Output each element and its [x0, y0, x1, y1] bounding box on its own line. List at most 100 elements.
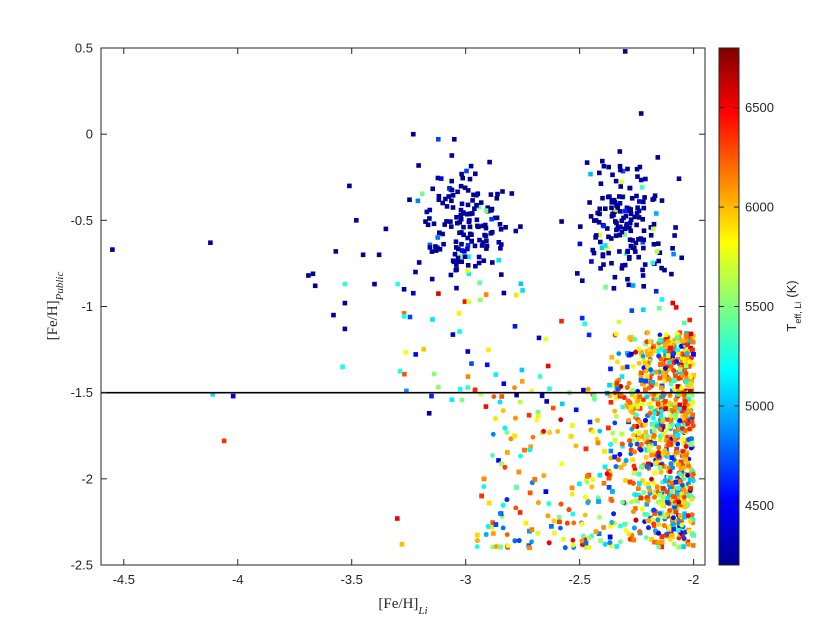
x-tick-label: -4: [232, 572, 244, 587]
data-point: [630, 238, 635, 243]
data-point: [583, 540, 589, 546]
data-point: [449, 153, 455, 158]
data-point: [347, 183, 352, 189]
data-point: [623, 458, 629, 463]
data-point: [608, 448, 614, 454]
data-point: [668, 345, 673, 351]
data-point: [558, 417, 564, 423]
data-point: [600, 195, 605, 201]
colorbar-tick-label: 6000: [745, 200, 774, 215]
data-point: [671, 368, 677, 373]
data-point: [665, 495, 671, 501]
data-point: [621, 215, 626, 221]
data-point: [488, 192, 494, 197]
data-point: [642, 422, 648, 427]
data-point: [640, 353, 646, 359]
data-point: [490, 229, 495, 235]
data-point: [651, 507, 657, 513]
data-point: [619, 229, 625, 235]
data-point: [665, 363, 670, 368]
data-point: [603, 206, 608, 211]
data-point: [578, 224, 583, 229]
data-point: [667, 508, 673, 513]
data-point: [590, 429, 596, 435]
data-point: [611, 197, 617, 203]
data-point: [577, 481, 582, 487]
data-point: [672, 405, 677, 410]
data-point: [668, 532, 674, 538]
data-point: [595, 417, 600, 423]
data-point: [376, 252, 382, 258]
data-point: [687, 359, 692, 365]
data-point: [690, 339, 696, 345]
data-point: [690, 423, 696, 429]
data-point: [658, 362, 663, 367]
data-point: [610, 430, 616, 436]
data-point: [473, 263, 478, 269]
data-point: [672, 347, 677, 353]
data-point: [665, 338, 671, 344]
data-point: [614, 220, 619, 226]
data-point: [652, 470, 658, 476]
data-point: [590, 477, 596, 482]
data-point: [633, 517, 639, 523]
data-point: [459, 171, 464, 177]
data-point: [617, 201, 623, 206]
data-point: [566, 507, 572, 513]
data-point: [670, 422, 675, 427]
data-point: [691, 352, 696, 357]
data-point: [619, 431, 625, 437]
data-point: [470, 211, 475, 216]
data-point: [503, 225, 508, 230]
data-point: [640, 267, 645, 273]
data-point: [427, 216, 432, 221]
data-point: [675, 427, 680, 433]
data-point: [634, 441, 640, 447]
data-point: [626, 208, 632, 214]
data-point: [683, 444, 689, 449]
data-point: [609, 260, 614, 266]
data-point: [670, 350, 676, 356]
data-point: [603, 243, 608, 248]
data-point: [663, 366, 668, 371]
data-point: [597, 170, 602, 176]
data-point: [513, 505, 519, 511]
data-point: [586, 535, 592, 541]
data-point: [601, 262, 606, 267]
data-point: [462, 185, 468, 191]
data-point: [627, 220, 633, 226]
y-axis-label: [Fe/H]Public: [45, 272, 66, 341]
data-point: [612, 454, 617, 460]
data-point: [620, 168, 626, 174]
data-point: [622, 262, 628, 268]
data-point: [655, 517, 661, 523]
data-point: [499, 461, 504, 467]
data-point: [647, 339, 653, 344]
data-point: [690, 347, 695, 353]
data-point: [458, 207, 464, 213]
data-point: [450, 205, 456, 210]
data-point: [667, 465, 672, 471]
data-point: [423, 219, 428, 224]
data-point: [480, 240, 486, 245]
data-point: [596, 499, 601, 504]
data-point: [628, 451, 634, 457]
data-point: [505, 450, 510, 455]
data-point: [616, 224, 621, 230]
data-point: [465, 263, 471, 268]
data-point: [496, 240, 502, 245]
data-point: [529, 527, 535, 532]
data-point: [626, 417, 632, 423]
data-point: [629, 196, 635, 201]
x-axis-label: [Fe/H]Li: [378, 596, 427, 617]
data-point: [604, 471, 610, 477]
data-point: [675, 485, 681, 491]
data-point: [465, 349, 471, 354]
data-point: [685, 421, 690, 427]
data-point: [477, 237, 482, 243]
data-point: [641, 199, 646, 205]
data-point: [652, 193, 658, 198]
data-point: [483, 208, 489, 213]
data-point: [608, 455, 614, 461]
data-point: [462, 299, 468, 304]
